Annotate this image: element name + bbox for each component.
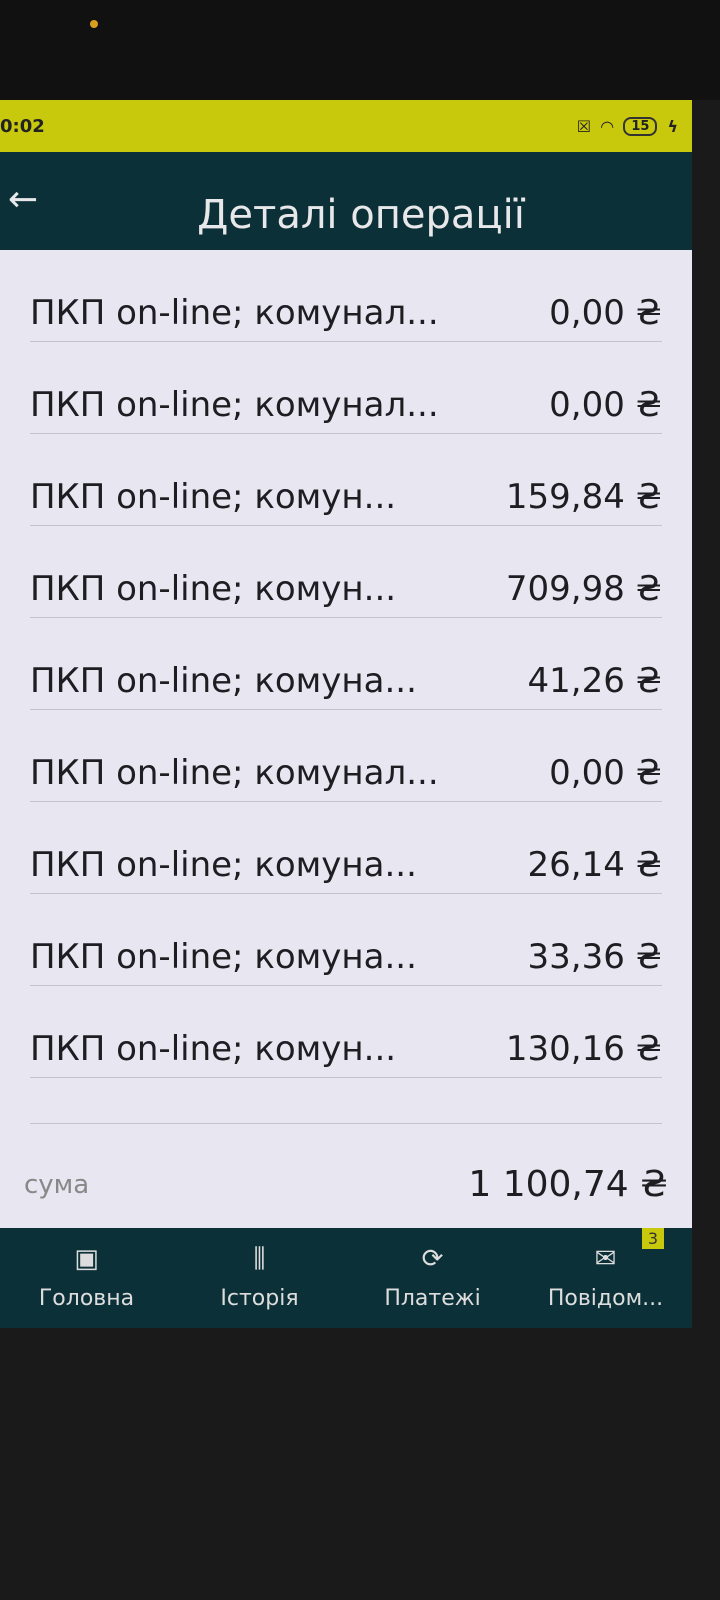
operation-label: ПКП on-line; комунал... <box>30 293 439 333</box>
screen: 0:02 ☒ ◠ 15 ϟ ← Деталі операції ПКП on-l… <box>0 100 692 1328</box>
clock: 0:02 <box>0 115 45 137</box>
summary-label: сума <box>24 1169 90 1200</box>
nav-messages[interactable]: ✉ 3 Повідом... <box>519 1228 692 1328</box>
operation-label: ПКП on-line; комуна... <box>30 937 417 977</box>
operations-list: ПКП on-line; комунал... 0,00 ₴ ПКП on-line… <box>0 250 692 1124</box>
nav-label: Головна <box>38 1285 135 1311</box>
nav-label: Повідом... <box>547 1285 664 1311</box>
status-bar: 0:02 ☒ ◠ 15 ϟ <box>0 100 692 152</box>
battery-icon: 15 <box>623 116 658 136</box>
summary-value: 1 100,74 ₴ <box>468 1164 668 1205</box>
operation-row[interactable]: ПКП on-line; комунал... 0,00 ₴ <box>30 710 662 802</box>
operation-amount: 41,26 ₴ <box>527 661 662 701</box>
operation-row[interactable]: ПКП on-line; комун... 130,16 ₴ <box>30 986 662 1078</box>
operation-row[interactable]: ПКП on-line; комунал... 0,00 ₴ <box>30 250 662 342</box>
nav-label: Платежі <box>384 1285 481 1311</box>
chart-icon: ⫼ <box>253 1243 266 1274</box>
operation-amount: 130,16 ₴ <box>505 1029 662 1069</box>
nav-home[interactable]: ▣ Головна <box>0 1228 173 1328</box>
summary: сума 1 100,74 ₴ <box>0 1164 692 1205</box>
operation-row[interactable]: ПКП on-line; комуна... 33,36 ₴ <box>30 894 662 986</box>
operation-amount: 159,84 ₴ <box>505 477 662 517</box>
led-indicator <box>90 20 98 28</box>
operation-amount: 26,14 ₴ <box>527 845 662 885</box>
nav-history[interactable]: ⫼ Історія <box>173 1228 346 1328</box>
exchange-icon: ⟳ <box>421 1243 444 1274</box>
operation-amount: 0,00 ₴ <box>549 385 662 425</box>
operation-label: ПКП on-line; комун... <box>30 477 397 517</box>
nav-label: Історія <box>220 1285 299 1311</box>
phone-bezel <box>0 0 720 100</box>
charging-icon: ϟ <box>667 116 678 136</box>
operation-amount: 0,00 ₴ <box>549 293 662 333</box>
back-arrow-icon[interactable]: ← <box>8 179 39 220</box>
wallet-icon: ▣ <box>74 1243 99 1274</box>
operation-row[interactable]: ПКП on-line; комуна... 26,14 ₴ <box>30 802 662 894</box>
divider <box>30 1078 662 1124</box>
operation-label: ПКП on-line; комун... <box>30 1029 397 1069</box>
operation-label: ПКП on-line; комунал... <box>30 385 439 425</box>
operation-label: ПКП on-line; комуна... <box>30 661 417 701</box>
operation-label: ПКП on-line; комун... <box>30 569 397 609</box>
operation-label: ПКП on-line; комунал... <box>30 753 439 793</box>
operation-amount: 0,00 ₴ <box>549 753 662 793</box>
operation-row[interactable]: ПКП on-line; комунал... 0,00 ₴ <box>30 342 662 434</box>
unread-badge: 3 <box>641 1228 664 1249</box>
operation-row[interactable]: ПКП on-line; комун... 709,98 ₴ <box>30 526 662 618</box>
operation-row[interactable]: ПКП on-line; комун... 159,84 ₴ <box>30 434 662 526</box>
operation-amount: 709,98 ₴ <box>505 569 662 609</box>
mail-icon: ✉ <box>594 1243 617 1274</box>
operation-row[interactable]: ПКП on-line; комуна... 41,26 ₴ <box>30 618 662 710</box>
no-sim-icon: ☒ <box>576 116 592 136</box>
page-title: Деталі операції <box>197 192 525 238</box>
app-header: ← Деталі операції <box>0 152 692 250</box>
operation-label: ПКП on-line; комуна... <box>30 845 417 885</box>
nav-payments[interactable]: ⟳ Платежі <box>346 1228 519 1328</box>
bottom-nav: ▣ Головна ⫼ Історія ⟳ Платежі ✉ 3 Повідом... <box>0 1228 692 1328</box>
wifi-icon: ◠ <box>601 116 614 136</box>
operation-amount: 33,36 ₴ <box>527 937 662 977</box>
